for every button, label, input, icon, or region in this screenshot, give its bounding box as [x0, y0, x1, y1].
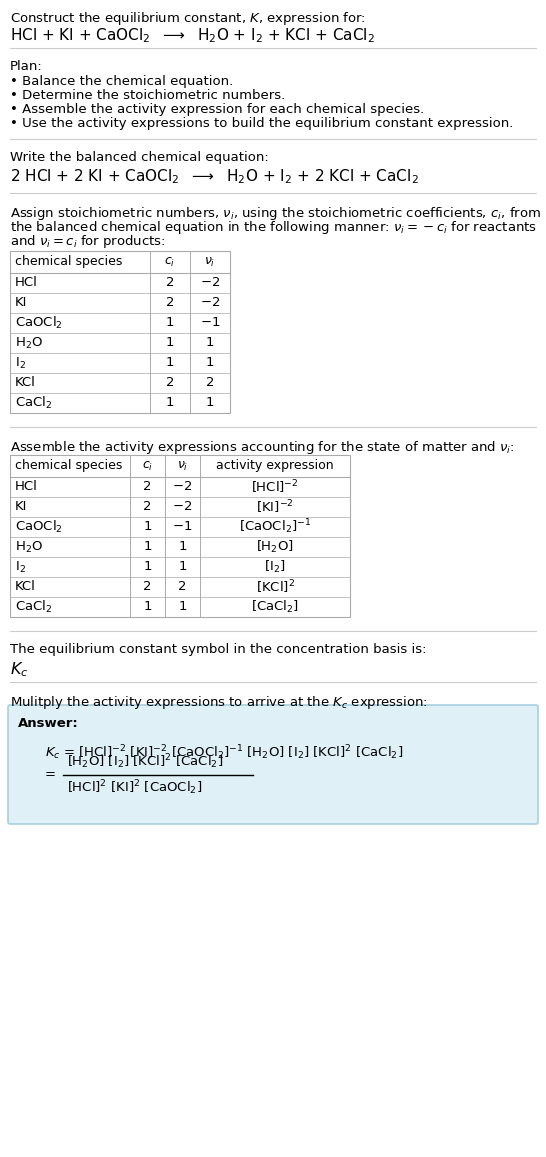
Text: [H$_2$O] [I$_2$] [KCl]$^2$ [CaCl$_2$]: [H$_2$O] [I$_2$] [KCl]$^2$ [CaCl$_2$] [67, 753, 223, 772]
Text: • Determine the stoichiometric numbers.: • Determine the stoichiometric numbers. [10, 89, 285, 102]
Text: 1: 1 [178, 600, 187, 613]
Bar [10, 251, 230, 413]
Text: $-2$: $-2$ [200, 277, 220, 289]
Text: 2: 2 [143, 501, 152, 514]
Text: Answer:: Answer: [18, 717, 79, 730]
Text: $-2$: $-2$ [173, 480, 193, 494]
Text: chemical species: chemical species [15, 459, 122, 472]
Text: 1: 1 [143, 540, 152, 553]
Text: =: = [45, 768, 56, 781]
Text: H$_2$O: H$_2$O [15, 336, 43, 351]
Text: 2: 2 [143, 480, 152, 494]
Text: [HCl]$^2$ [KI]$^2$ [CaOCl$_2$]: [HCl]$^2$ [KI]$^2$ [CaOCl$_2$] [67, 779, 203, 797]
Text: chemical species: chemical species [15, 256, 122, 268]
Text: 2 HCl + 2 KI + CaOCl$_2$  $\longrightarrow$  H$_2$O + I$_2$ + 2 KCl + CaCl$_2$: 2 HCl + 2 KI + CaOCl$_2$ $\longrightarro… [10, 167, 419, 186]
Text: $\nu_i$: $\nu_i$ [204, 256, 216, 268]
Text: I$_2$: I$_2$ [15, 560, 26, 575]
Text: CaCl$_2$: CaCl$_2$ [15, 599, 52, 616]
Text: H$_2$O: H$_2$O [15, 539, 43, 554]
Text: I$_2$: I$_2$ [15, 355, 26, 370]
Text: 1: 1 [143, 560, 152, 574]
Text: $-1$: $-1$ [173, 521, 193, 533]
Text: KCl: KCl [15, 581, 36, 594]
Text: CaOCl$_2$: CaOCl$_2$ [15, 315, 63, 331]
Text: [I$_2$]: [I$_2$] [264, 559, 286, 575]
Text: KI: KI [15, 501, 27, 514]
Text: 1: 1 [166, 337, 174, 349]
Text: $-2$: $-2$ [173, 501, 193, 514]
Text: 2: 2 [166, 376, 174, 390]
Text: 2: 2 [166, 296, 174, 310]
Text: $\nu_i$: $\nu_i$ [177, 459, 188, 472]
Text: HCl: HCl [15, 480, 38, 494]
Text: and $\nu_i = c_i$ for products:: and $\nu_i = c_i$ for products: [10, 233, 165, 250]
Text: [H$_2$O]: [H$_2$O] [256, 539, 294, 555]
Text: 1: 1 [206, 356, 214, 369]
Text: 1: 1 [166, 317, 174, 330]
Text: Construct the equilibrium constant, $K$, expression for:: Construct the equilibrium constant, $K$,… [10, 10, 366, 27]
Text: CaCl$_2$: CaCl$_2$ [15, 395, 52, 411]
Text: KI: KI [15, 296, 27, 310]
Text: [CaCl$_2$]: [CaCl$_2$] [251, 599, 299, 616]
Text: $K_c$: $K_c$ [10, 659, 28, 679]
Text: 1: 1 [178, 540, 187, 553]
Text: • Assemble the activity expression for each chemical species.: • Assemble the activity expression for e… [10, 103, 424, 116]
Text: 2: 2 [206, 376, 214, 390]
Text: $K_c$ = [HCl]$^{-2}$ [KI]$^{-2}$ [CaOCl$_2$]$^{-1}$ [H$_2$O] [I$_2$] [KCl]$^2$ [: $K_c$ = [HCl]$^{-2}$ [KI]$^{-2}$ [CaOCl$… [45, 743, 403, 761]
Text: KCl: KCl [15, 376, 36, 390]
Text: Write the balanced chemical equation:: Write the balanced chemical equation: [10, 152, 269, 164]
Text: Assign stoichiometric numbers, $\nu_i$, using the stoichiometric coefficients, $: Assign stoichiometric numbers, $\nu_i$, … [10, 205, 541, 222]
Text: Mulitply the activity expressions to arrive at the $K_c$ expression:: Mulitply the activity expressions to arr… [10, 694, 428, 712]
Text: activity expression: activity expression [216, 459, 334, 472]
FancyBboxPatch shape [8, 705, 538, 824]
Text: [KI]$^{-2}$: [KI]$^{-2}$ [256, 499, 294, 516]
Text: Assemble the activity expressions accounting for the state of matter and $\nu_i$: Assemble the activity expressions accoun… [10, 439, 515, 456]
Text: the balanced chemical equation in the following manner: $\nu_i = -c_i$ for react: the balanced chemical equation in the fo… [10, 219, 537, 236]
Bar [10, 455, 350, 617]
Text: $c_i$: $c_i$ [164, 256, 176, 268]
Text: $-2$: $-2$ [200, 296, 220, 310]
Text: 1: 1 [166, 397, 174, 410]
Text: 1: 1 [166, 356, 174, 369]
Text: 2: 2 [166, 277, 174, 289]
Text: 1: 1 [178, 560, 187, 574]
Text: Plan:: Plan: [10, 60, 43, 73]
Text: $-1$: $-1$ [200, 317, 220, 330]
Text: [KCl]$^2$: [KCl]$^2$ [256, 578, 294, 596]
Text: 1: 1 [206, 397, 214, 410]
Text: 2: 2 [178, 581, 187, 594]
Text: • Use the activity expressions to build the equilibrium constant expression.: • Use the activity expressions to build … [10, 117, 513, 130]
Text: CaOCl$_2$: CaOCl$_2$ [15, 519, 63, 535]
Text: HCl + KI + CaOCl$_2$  $\longrightarrow$  H$_2$O + I$_2$ + KCl + CaCl$_2$: HCl + KI + CaOCl$_2$ $\longrightarrow$ H… [10, 25, 375, 45]
Text: 1: 1 [206, 337, 214, 349]
Text: [HCl]$^{-2}$: [HCl]$^{-2}$ [251, 478, 299, 495]
Text: $c_i$: $c_i$ [142, 459, 153, 472]
Text: [CaOCl$_2$]$^{-1}$: [CaOCl$_2$]$^{-1}$ [239, 517, 311, 537]
Text: 1: 1 [143, 600, 152, 613]
Text: The equilibrium constant symbol in the concentration basis is:: The equilibrium constant symbol in the c… [10, 643, 426, 656]
Text: • Balance the chemical equation.: • Balance the chemical equation. [10, 75, 233, 88]
Text: HCl: HCl [15, 277, 38, 289]
Text: 2: 2 [143, 581, 152, 594]
Text: 1: 1 [143, 521, 152, 533]
